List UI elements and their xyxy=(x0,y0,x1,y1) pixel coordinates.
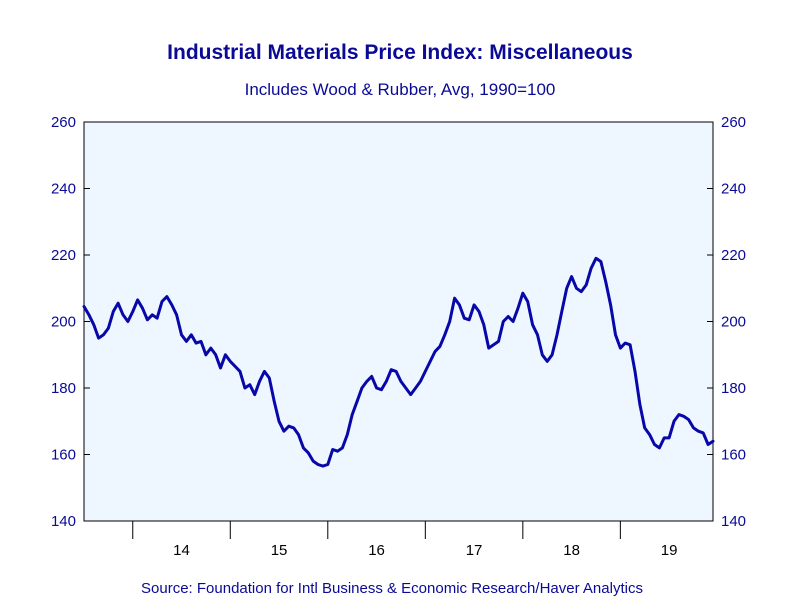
y-tick-label-left: 140 xyxy=(51,513,76,530)
chart-subtitle: Includes Wood & Rubber, Avg, 1990=100 xyxy=(245,80,556,99)
y-axis-left: 260 240 220 200 180 160 140 xyxy=(51,114,90,530)
y-tick-label-right: 220 xyxy=(721,247,746,264)
y-tick-label-left: 200 xyxy=(51,314,76,331)
y-tick-label-right: 200 xyxy=(721,314,746,331)
y-tick-label-right: 160 xyxy=(721,447,746,464)
y-tick-label-left: 180 xyxy=(51,380,76,397)
y-tick-label-right: 260 xyxy=(721,114,746,131)
y-tick-label-left: 220 xyxy=(51,247,76,264)
x-tick-label: 18 xyxy=(563,542,580,559)
y-tick-label-right: 140 xyxy=(721,513,746,530)
chart-title: Industrial Materials Price Index: Miscel… xyxy=(167,41,633,64)
x-tick-label: 14 xyxy=(173,542,190,559)
x-axis: 14 15 16 17 18 19 xyxy=(132,521,678,559)
y-tick-label-right: 240 xyxy=(721,181,746,198)
plot-area xyxy=(83,121,714,522)
y-tick-label-right: 180 xyxy=(721,380,746,397)
x-tick-label: 17 xyxy=(466,542,483,559)
x-tick-label: 15 xyxy=(271,542,288,559)
y-axis-right: 260 240 220 200 180 160 140 xyxy=(707,114,746,530)
x-tick-label: 16 xyxy=(368,542,385,559)
y-tick-label-left: 160 xyxy=(51,447,76,464)
series-line xyxy=(82,256,715,468)
x-tick-label: 19 xyxy=(661,542,678,559)
chart-source: Source: Foundation for Intl Business & E… xyxy=(141,580,643,597)
y-tick-label-left: 240 xyxy=(51,181,76,198)
y-tick-label-left: 260 xyxy=(51,114,76,131)
